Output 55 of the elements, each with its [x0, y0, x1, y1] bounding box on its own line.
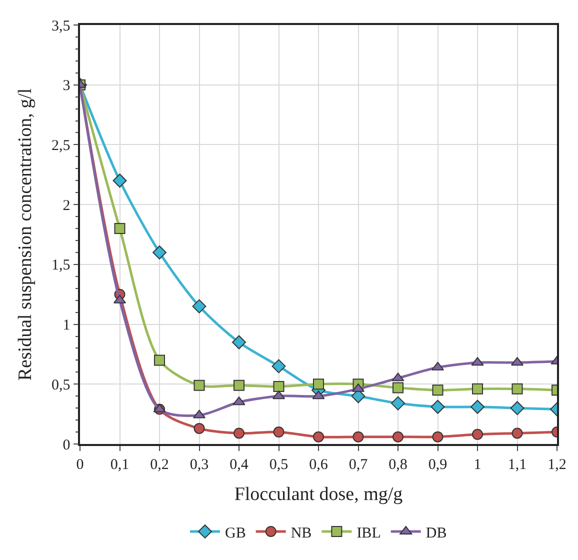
y-tick-label: 2	[62, 198, 70, 214]
y-tick-label: 1,5	[52, 258, 70, 274]
point	[114, 223, 126, 234]
point	[232, 335, 246, 350]
x-tick-label: 1	[474, 456, 482, 473]
y-tick-label: 1	[62, 318, 70, 334]
point	[430, 400, 445, 414]
x-tick-label: 0	[76, 456, 84, 473]
x-axis-title: Flocculant dose, mg/g	[234, 484, 404, 506]
point	[470, 400, 484, 414]
legend-label: DB	[426, 525, 447, 542]
point	[192, 299, 206, 314]
x-tick-label: 1,2	[548, 456, 566, 473]
point	[352, 431, 364, 442]
y-tick-label: 2,5	[52, 138, 70, 154]
point	[512, 383, 523, 394]
point	[112, 174, 127, 188]
point	[392, 382, 404, 394]
point	[273, 381, 284, 392]
legend-label: NB	[290, 525, 312, 542]
point	[510, 401, 524, 416]
point	[194, 380, 205, 391]
point	[234, 380, 244, 391]
point	[472, 428, 483, 440]
point	[194, 422, 205, 434]
point	[313, 378, 324, 390]
point	[272, 359, 286, 374]
point	[391, 396, 405, 410]
y-tick-label: 0,5	[52, 377, 70, 394]
x-tick-label: 1,1	[508, 456, 527, 473]
x-tick-label: 0,7	[348, 456, 368, 473]
x-tick-label: 0,2	[150, 456, 169, 473]
x-tick-label: 0,5	[269, 456, 288, 473]
x-tick-label: 0,9	[428, 456, 448, 473]
point	[432, 431, 444, 442]
point	[234, 428, 244, 439]
point	[154, 354, 165, 366]
y-axis-title: Residual suspension concentration, g/l	[14, 88, 36, 381]
x-tick-label: 0,4	[230, 456, 249, 473]
point	[152, 245, 166, 260]
point	[472, 383, 483, 394]
legend-label: GB	[225, 525, 246, 542]
point	[432, 384, 444, 396]
x-tick-label: 0,6	[309, 456, 328, 473]
point	[313, 431, 324, 442]
x-tick-label: 0,8	[388, 456, 408, 473]
legend-label: IBL	[356, 525, 381, 542]
point	[392, 431, 404, 442]
x-tick-label: 0,3	[190, 456, 209, 473]
y-tick-label: 0	[62, 437, 70, 454]
point	[273, 426, 284, 438]
y-tick-label: 3	[62, 78, 70, 94]
x-tick-label: 0,1	[110, 456, 130, 473]
point	[512, 428, 523, 439]
y-tick-label: 3,5	[52, 18, 70, 34]
